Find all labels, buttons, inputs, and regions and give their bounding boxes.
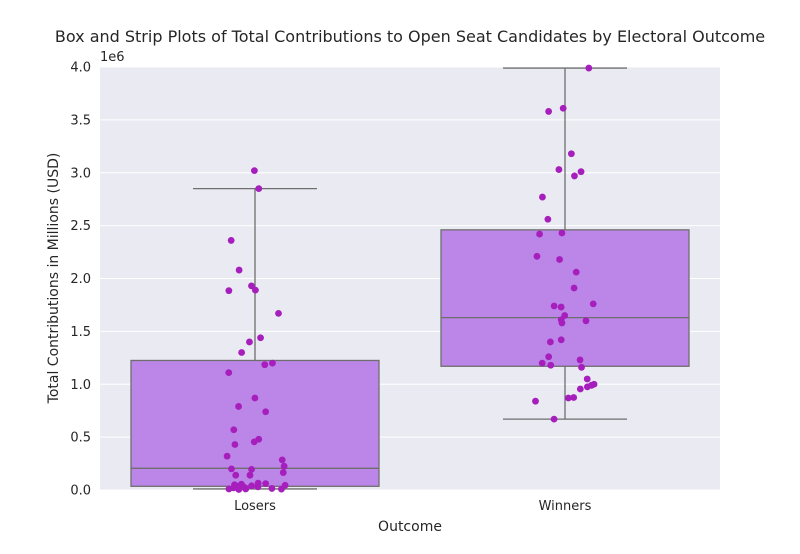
box-iqr xyxy=(130,359,380,487)
y-tick-label: 0.5 xyxy=(70,431,91,446)
data-point xyxy=(255,185,263,193)
data-point xyxy=(248,482,256,490)
y-axis-offset-label: 1e6 xyxy=(100,50,125,65)
data-point xyxy=(248,465,255,473)
data-point xyxy=(228,465,235,473)
data-point xyxy=(567,150,575,158)
data-point xyxy=(557,303,565,311)
data-point xyxy=(547,361,555,369)
data-point xyxy=(268,485,276,492)
x-tick-label: Winners xyxy=(539,499,592,514)
data-point xyxy=(583,375,591,383)
data-point xyxy=(545,108,553,115)
data-point xyxy=(246,338,253,346)
box-iqr xyxy=(440,229,690,367)
data-point xyxy=(585,64,593,72)
data-point xyxy=(576,385,584,393)
data-point xyxy=(254,483,262,491)
data-point xyxy=(583,383,591,391)
data-point xyxy=(557,336,565,344)
data-point xyxy=(533,252,541,260)
data-point xyxy=(251,394,259,402)
data-point xyxy=(269,359,276,367)
data-point xyxy=(231,441,239,448)
data-point xyxy=(235,266,243,274)
x-axis-label: Outcome xyxy=(378,519,442,535)
data-point xyxy=(246,471,254,479)
data-point xyxy=(257,334,264,342)
data-point xyxy=(225,485,233,493)
y-axis-label: Total Contributions in Millions (USD) xyxy=(46,153,62,405)
data-point xyxy=(570,284,578,292)
data-point xyxy=(576,356,584,364)
data-point xyxy=(225,369,233,377)
data-point xyxy=(558,229,566,237)
data-point xyxy=(564,394,572,402)
data-point xyxy=(539,193,546,201)
y-tick-label: 3.5 xyxy=(70,113,91,128)
data-point xyxy=(572,268,580,276)
y-tick-label: 0.0 xyxy=(70,484,91,499)
data-point xyxy=(550,415,558,423)
y-tick-label: 2.0 xyxy=(70,272,91,287)
y-tick-label: 2.5 xyxy=(70,219,91,234)
chart-title: Box and Strip Plots of Total Contributio… xyxy=(55,27,765,46)
y-tick-label: 1.0 xyxy=(70,378,91,393)
data-point xyxy=(570,394,578,401)
data-point xyxy=(544,215,552,223)
data-point xyxy=(582,317,590,325)
data-point xyxy=(227,237,235,244)
boxes xyxy=(130,67,690,490)
data-point xyxy=(578,363,585,371)
data-point xyxy=(577,168,585,176)
data-point xyxy=(571,172,578,180)
data-point xyxy=(250,438,258,446)
data-point xyxy=(278,485,285,493)
data-point xyxy=(538,359,546,367)
data-point xyxy=(232,471,240,479)
data-point xyxy=(242,485,250,493)
data-point xyxy=(550,302,558,310)
data-point xyxy=(235,486,243,493)
data-point xyxy=(559,104,567,112)
data-point xyxy=(558,319,566,327)
data-point xyxy=(278,456,286,464)
data-point xyxy=(223,452,231,460)
y-tick-label: 3.0 xyxy=(70,166,91,181)
strip-points xyxy=(223,64,598,493)
data-point xyxy=(589,300,597,308)
data-point xyxy=(536,230,543,238)
data-point xyxy=(280,462,288,470)
data-point xyxy=(545,353,553,361)
data-point xyxy=(235,403,242,410)
y-tick-label: 4.0 xyxy=(70,61,91,76)
data-point xyxy=(555,166,563,173)
data-point xyxy=(261,361,269,369)
data-point xyxy=(251,286,259,294)
data-point xyxy=(230,426,238,434)
data-point xyxy=(262,408,270,416)
axes: 0.0 0.5 1.0 1.5 2.0 2.5 3.0 3.5 4.0 Losers Winners xyxy=(70,61,591,515)
data-point xyxy=(238,349,246,356)
x-tick-label: Losers xyxy=(234,499,276,514)
data-point xyxy=(262,480,270,488)
data-point xyxy=(279,469,287,476)
data-point xyxy=(546,338,554,346)
data-point xyxy=(556,256,563,263)
data-point xyxy=(532,397,539,405)
data-point xyxy=(251,167,258,175)
data-point xyxy=(225,287,233,295)
y-tick-label: 1.5 xyxy=(70,325,91,340)
data-point xyxy=(275,309,282,317)
